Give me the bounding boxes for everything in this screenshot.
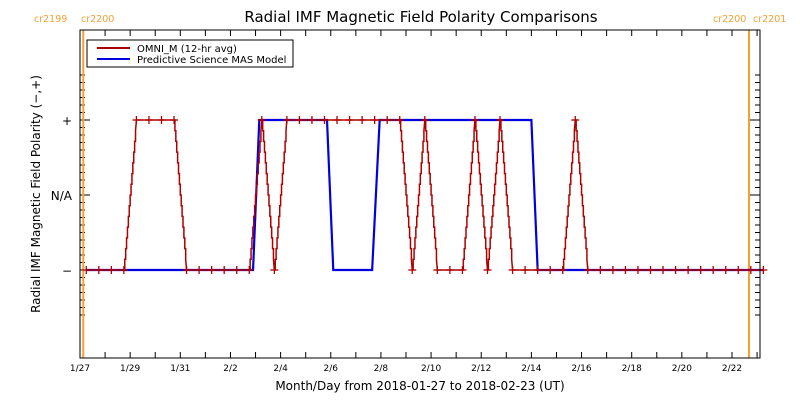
data-point-omni: [583, 266, 592, 274]
data-point-omni: [270, 266, 279, 274]
data-point-omni: [383, 116, 392, 124]
data-point-omni: [345, 116, 354, 124]
cr-label-right-2: cr2201: [753, 14, 786, 25]
data-point-omni: [119, 266, 128, 274]
cr-label-right-1: cr2200: [713, 14, 746, 25]
legend-label-mas: Predictive Science MAS Model: [137, 55, 286, 66]
legend: OMNI_M (12-hr avg) Predictive Science MA…: [86, 39, 294, 68]
x-tick-label: 2/8: [374, 364, 389, 374]
cr-label-left-2: cr2200: [81, 14, 114, 25]
series-group: [82, 116, 768, 274]
data-point-omni: [132, 116, 141, 124]
data-point-omni: [721, 266, 730, 274]
data-point-omni: [646, 266, 655, 274]
x-tick-label: 2/16: [571, 364, 591, 374]
data-point-omni: [546, 266, 555, 274]
data-point-omni: [458, 266, 467, 274]
data-point-omni: [571, 116, 580, 124]
data-point-omni: [170, 116, 179, 124]
data-point-omni: [633, 266, 642, 274]
data-point-omni: [420, 116, 429, 124]
x-tick-label: 2/12: [471, 364, 491, 374]
data-point-omni: [621, 266, 630, 274]
y-tick-labels: + N/A −: [51, 114, 73, 278]
legend-label-omni: OMNI_M (12-hr avg): [137, 44, 237, 55]
data-point-omni: [245, 266, 254, 274]
data-point-omni: [395, 116, 404, 124]
data-point-omni: [295, 116, 304, 124]
data-point-omni: [144, 116, 153, 124]
y-tick-label: +: [62, 114, 72, 128]
x-tick-label: 1/31: [170, 364, 190, 374]
data-point-omni: [709, 266, 718, 274]
x-tick-labels: 1/27 1/29 1/31 2/2 2/4 2/6 2/8 2/10 2/12 2/14 2/16…: [70, 364, 742, 374]
data-point-omni: [759, 266, 768, 274]
data-point-omni: [659, 266, 668, 274]
data-point-omni: [508, 266, 517, 274]
data-point-omni: [307, 116, 316, 124]
y-tick-label: N/A: [51, 189, 73, 203]
data-point-omni: [521, 266, 530, 274]
carrington-markers: [82, 30, 750, 358]
data-point-omni: [94, 266, 103, 274]
x-tick-label: 2/20: [672, 364, 692, 374]
data-point-omni: [182, 266, 191, 274]
data-point-omni: [746, 266, 755, 274]
data-point-omni: [220, 266, 229, 274]
cr-label-left-1: cr2199: [34, 14, 67, 25]
data-point-omni: [608, 266, 617, 274]
x-tick-label: 1/29: [120, 364, 140, 374]
series-line-mas-model: [86, 118, 764, 272]
data-point-omni: [370, 116, 379, 124]
data-point-omni: [257, 116, 266, 124]
data-point-omni: [157, 116, 166, 124]
data-point-omni: [596, 266, 605, 274]
data-point-omni: [696, 266, 705, 274]
x-tick-label: 2/10: [421, 364, 441, 374]
data-point-omni: [195, 266, 204, 274]
data-point-omni: [684, 266, 693, 274]
x-tick-label: 1/27: [70, 364, 90, 374]
x-tick-label: 2/4: [273, 364, 288, 374]
data-point-omni: [207, 266, 216, 274]
data-point-omni: [333, 116, 342, 124]
x-tick-label: 2/18: [622, 364, 642, 374]
y-tick-label: −: [62, 264, 72, 278]
legend-box: [86, 39, 294, 68]
plot-frame: [79, 29, 761, 359]
data-point-omni: [107, 266, 116, 274]
data-point-omni: [358, 116, 367, 124]
data-point-omni: [533, 266, 542, 274]
data-point-omni: [445, 266, 454, 274]
x-tick-label: 2/6: [324, 364, 339, 374]
data-point-omni: [671, 266, 680, 274]
data-point-omni: [408, 266, 417, 274]
y-axis-label: Radial IMF Magnetic Field Polarity (−,+): [29, 75, 43, 313]
chart-title: Radial IMF Magnetic Field Polarity Compa…: [244, 8, 597, 26]
data-point-omni: [232, 266, 241, 274]
x-tick-label: 2/2: [223, 364, 237, 374]
data-point-omni: [433, 266, 442, 274]
data-point-omni: [320, 116, 329, 124]
x-tick-label: 2/14: [521, 364, 541, 374]
data-point-omni: [470, 116, 479, 124]
x-tick-label: 2/22: [722, 364, 742, 374]
data-point-omni: [282, 116, 291, 124]
data-point-omni: [496, 116, 505, 124]
data-point-omni: [734, 266, 743, 274]
series-line-omni: [86, 119, 764, 271]
data-point-omni: [82, 266, 91, 274]
x-axis-label: Month/Day from 2018-01-27 to 2018-02-23 …: [275, 379, 564, 393]
data-point-omni: [483, 266, 492, 274]
data-point-omni: [558, 266, 567, 274]
